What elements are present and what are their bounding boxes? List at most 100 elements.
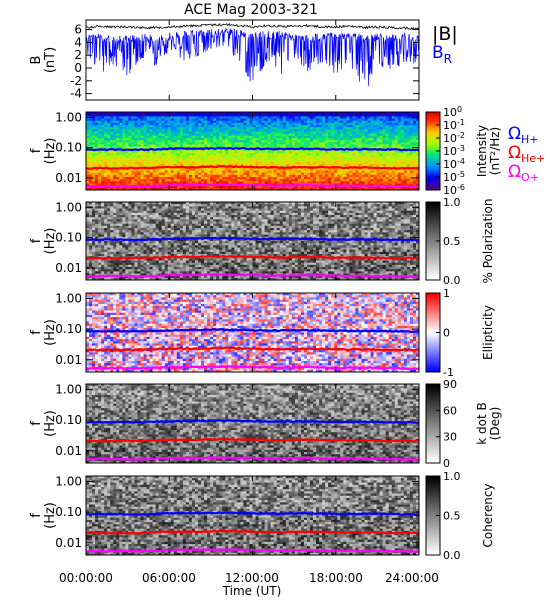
heatmap-cell: [149, 127, 153, 130]
heatmap-cell: [134, 153, 138, 156]
heatmap-cell: [155, 142, 160, 145]
heatmap-cell: [122, 157, 126, 161]
heatmap-cell: [119, 172, 123, 176]
heatmap-cell: [131, 161, 135, 165]
heatmap-cell: [155, 185, 160, 189]
heatmap-cell: [146, 118, 150, 122]
heatmap-cell: [131, 164, 135, 167]
heatmap-cell: [116, 144, 120, 148]
heatmap-cell: [110, 135, 114, 139]
heatmap-cell: [176, 142, 181, 145]
heatmap-cell: [161, 155, 166, 158]
heatmap-cell: [101, 120, 105, 124]
heatmap-cell: [182, 122, 187, 126]
heatmap-cell: [86, 164, 90, 167]
heatmap-cell: [179, 140, 184, 143]
heatmap-cell: [122, 127, 126, 130]
heatmap-cell: [143, 164, 147, 167]
heatmap-cell: [176, 114, 181, 117]
heatmap-cell: [110, 153, 114, 156]
b-total-line: [85, 22, 420, 31]
heatmap-cell: [176, 164, 181, 167]
heatmap-cell: [95, 133, 99, 137]
heatmap-cell: [110, 157, 114, 161]
heatmap-cell: [149, 179, 153, 182]
heatmap-cell: [95, 174, 99, 178]
heatmap-cell: [95, 164, 99, 167]
heatmap-cell: [170, 170, 175, 174]
heatmap-cell: [122, 118, 126, 122]
heatmap-cell: [176, 129, 181, 132]
heatmap-cell: [134, 142, 138, 145]
heatmap-cell: [134, 155, 138, 158]
heatmap-cell: [188, 129, 193, 132]
heatmap-cell: [170, 148, 175, 152]
heatmap-cell: [137, 168, 141, 171]
heatmap-cell: [158, 179, 163, 182]
heatmap-cell: [137, 161, 141, 165]
heatmap-cell: [134, 161, 138, 165]
heatmap-cell: [119, 187, 123, 191]
heatmap-cell: [113, 138, 117, 141]
heatmap-cell: [107, 142, 111, 145]
heatmap-cell: [107, 133, 111, 137]
heatmap-cell: [125, 164, 129, 167]
heatmap-cell: [152, 133, 157, 137]
heatmap-cell: [182, 118, 187, 122]
heatmap-cell: [86, 140, 90, 143]
heatmap-cell: [167, 168, 172, 171]
heatmap-cell: [137, 174, 141, 178]
heatmap-cell: [89, 170, 93, 174]
heatmap-cell: [128, 122, 132, 126]
heatmap-cell: [92, 183, 96, 187]
heatmap-cell: [92, 138, 96, 141]
heatmap-cell: [164, 161, 169, 165]
heatmap-cell: [182, 120, 187, 124]
heatmap-cell: [92, 127, 96, 130]
heatmap-cell: [116, 172, 120, 176]
heatmap-cell: [119, 127, 123, 130]
heatmap-cell: [179, 133, 184, 137]
heatmap-cell: [101, 140, 105, 143]
heatmap-cell: [116, 120, 120, 124]
heatmap-cell: [113, 168, 117, 171]
heatmap-cell: [161, 164, 166, 167]
heatmap-cell: [86, 187, 90, 191]
heatmap-cell: [146, 140, 150, 143]
heatmap-cell: [128, 170, 132, 174]
heatmap-cell: [104, 179, 108, 182]
heatmap-cell: [131, 116, 135, 119]
heatmap-cell: [122, 116, 126, 119]
heatmap-cell: [173, 170, 178, 174]
heatmap-cell: [140, 127, 144, 130]
heatmap-cell: [182, 116, 187, 119]
heatmap-cell: [107, 170, 111, 174]
heatmap-cell: [173, 144, 178, 148]
heatmap-cell: [122, 159, 126, 163]
heatmap-cell: [98, 151, 102, 154]
heatmap-cell: [167, 140, 172, 143]
heatmap-cell: [104, 140, 108, 143]
heatmap-cell: [98, 112, 102, 115]
heatmap-cell: [170, 177, 175, 180]
heatmap-cell: [122, 122, 126, 126]
heatmap-cell: [137, 164, 141, 167]
heatmap-cell: [143, 151, 147, 154]
heatmap-cell: [155, 129, 160, 132]
heatmap-cell: [113, 122, 117, 126]
heatmap-cell: [173, 125, 178, 128]
heatmap-cell: [173, 168, 178, 171]
heatmap-cell: [143, 120, 147, 124]
heatmap-cell: [188, 138, 193, 141]
heatmap-cell: [179, 170, 184, 174]
heatmap-cell: [134, 120, 138, 124]
heatmap-cell: [128, 131, 132, 135]
heatmap-cell: [188, 120, 193, 124]
heatmap-cell: [122, 168, 126, 171]
colorbar-tick-base: 10: [443, 171, 457, 184]
heatmap-cell: [131, 131, 135, 135]
heatmap-cell: [113, 177, 117, 180]
heatmap-cell: [131, 170, 135, 174]
heatmap-cell: [92, 140, 96, 143]
ylabel-hz: (Hz): [43, 138, 58, 165]
